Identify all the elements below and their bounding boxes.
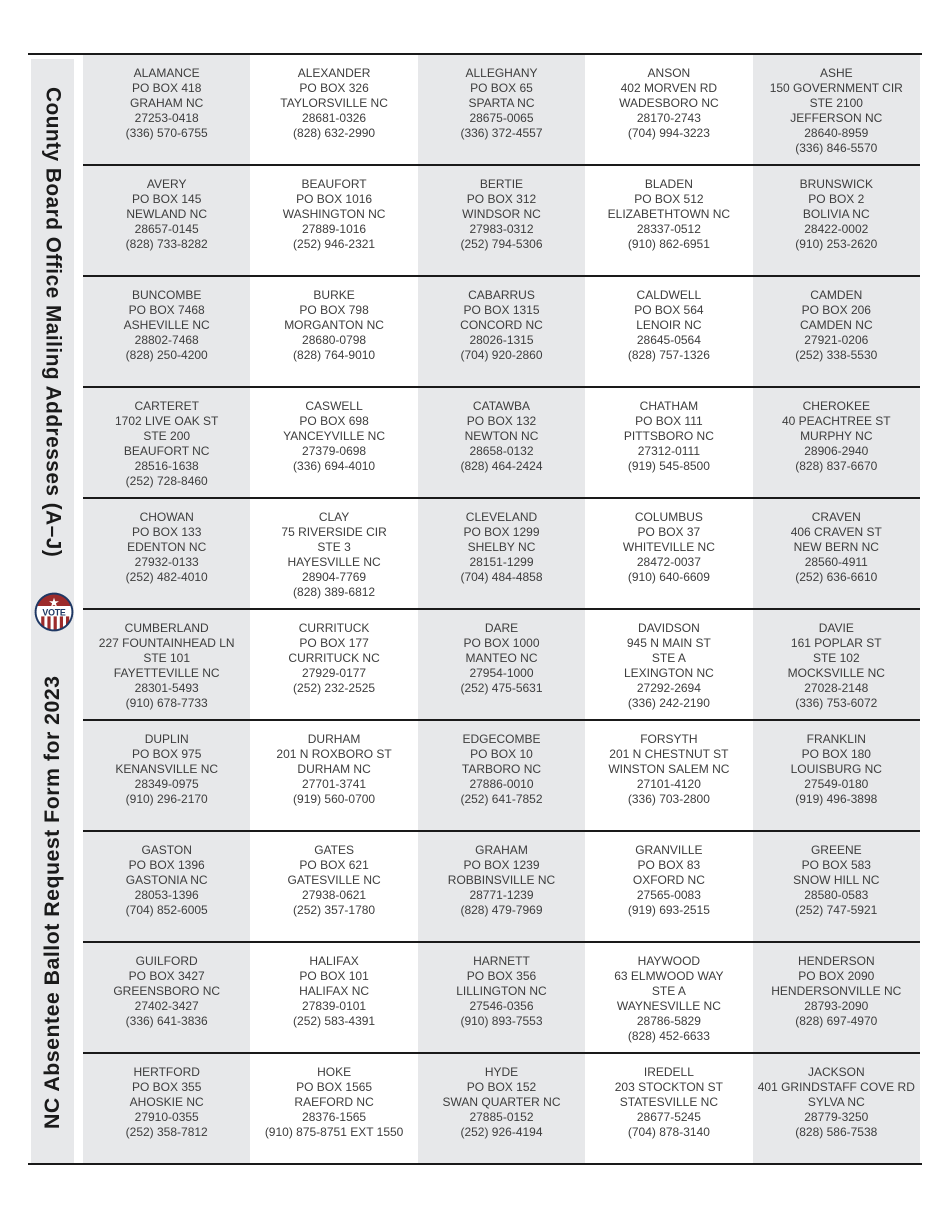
svg-text:VOTE: VOTE	[42, 608, 65, 618]
